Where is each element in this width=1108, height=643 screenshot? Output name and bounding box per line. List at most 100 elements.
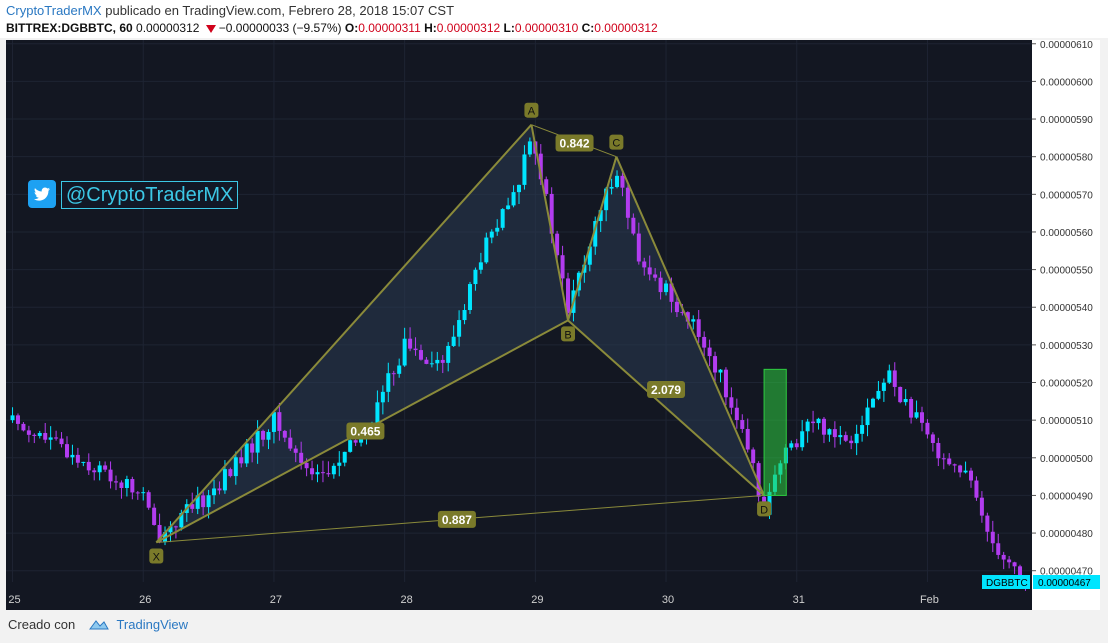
candle-body (620, 175, 625, 188)
candle-body (664, 283, 669, 293)
candle-body (43, 432, 48, 440)
candle-body (865, 407, 870, 426)
candle-body (756, 463, 761, 497)
pattern-point-badge (561, 326, 576, 342)
down-arrow-icon (205, 24, 216, 33)
author-link[interactable]: CryptoTraderMX (6, 3, 102, 18)
symbol-label: BITTREX:DGBBTC, 60 (6, 21, 133, 35)
candle-body (424, 359, 429, 364)
candle-body (37, 432, 42, 436)
candle-body (271, 412, 276, 432)
price-chart[interactable]: 0.00000470 0.00000480 0.00000490 0.00000500… (6, 40, 1100, 610)
candle-body (696, 319, 701, 337)
candle-body (446, 345, 451, 363)
ratio-label: 0.842 (560, 137, 590, 151)
candle-body (745, 428, 750, 450)
tradingview-link[interactable]: TradingView (116, 617, 189, 632)
candle-body (990, 531, 995, 544)
candle-body (740, 420, 745, 429)
candle-body (26, 430, 31, 435)
pattern-line (567, 156, 618, 321)
x-tick-label: 29 (531, 594, 543, 606)
low-value: 0.00000310 (514, 21, 579, 35)
candle-body (261, 430, 266, 440)
last-price-label: 0.00000467 (1038, 578, 1091, 589)
candle-body (391, 373, 396, 375)
candle-body (958, 465, 963, 473)
candle-body (233, 457, 238, 477)
pattern-point-label: A (528, 106, 536, 118)
candle-body (54, 437, 59, 439)
candle-body (870, 398, 875, 408)
y-tick-label: 0.00000600 (1040, 77, 1093, 88)
open-label: O: (344, 21, 359, 35)
candle-body (974, 480, 979, 498)
candle-body (59, 438, 64, 445)
pattern-point-label: B (564, 329, 571, 341)
candle-body (914, 412, 919, 418)
y-tick-label: 0.00000520 (1040, 379, 1093, 390)
candle-body (500, 209, 505, 228)
candle-body (320, 472, 325, 474)
candle-body (555, 233, 560, 256)
candle-body (15, 415, 20, 424)
candle-body (919, 412, 924, 423)
candle-body (114, 481, 119, 483)
y-tick-label: 0.00000500 (1040, 454, 1093, 465)
candle-body (680, 312, 685, 314)
candle-body (353, 440, 358, 443)
pattern-point-label: D (760, 504, 768, 516)
close-value: 0.00000312 (594, 21, 658, 35)
candle-body (152, 507, 157, 525)
candle-body (135, 492, 140, 494)
candle-body (517, 184, 521, 193)
candle-body (1007, 559, 1012, 563)
candle-body (1018, 566, 1023, 579)
candle-body (636, 233, 641, 262)
candle-body (397, 365, 402, 374)
candle-body (930, 434, 935, 443)
candle-body (631, 217, 636, 234)
candle-body (1012, 562, 1017, 567)
target-zone-box (763, 368, 787, 496)
publish-line: CryptoTraderMX publicado en TradingView.… (6, 3, 454, 18)
y-tick-label: 0.00000590 (1040, 115, 1093, 126)
candle-body (277, 412, 282, 431)
high-label: H: (424, 21, 437, 35)
symbol-marker (982, 575, 1030, 589)
last-price-marker (1033, 575, 1100, 589)
y-tick-label: 0.00000570 (1040, 190, 1093, 201)
candle-body (625, 187, 630, 218)
candle-body (299, 452, 304, 463)
candle-body (408, 338, 413, 349)
candle-body (413, 348, 418, 351)
y-tick-label: 0.00000610 (1040, 40, 1093, 51)
ratio-badge (555, 134, 594, 152)
y-tick-label: 0.00000480 (1040, 529, 1093, 540)
time-axis-panel (6, 582, 1032, 610)
candle-body (130, 479, 135, 493)
created-with-text: Creado con (8, 617, 76, 632)
candle-body (92, 470, 97, 473)
candle-body (789, 443, 794, 448)
candle-body (195, 495, 200, 509)
candle-body (48, 437, 53, 440)
candle-body (255, 430, 260, 453)
candle-body (462, 310, 467, 321)
ratio-badge (346, 422, 385, 440)
ratio-label: 2.079 (651, 383, 681, 397)
candle-body (615, 175, 620, 187)
twitter-handle: @CryptoTraderMX (61, 181, 239, 209)
pattern-bcd-fill (568, 156, 765, 496)
footer: Creado con TradingView (8, 617, 188, 634)
close-label: C: (581, 21, 595, 35)
candle-body (985, 515, 990, 532)
ohlc-line: BITTREX:DGBBTC, 60 0.00000312 −0.0000003… (6, 21, 658, 35)
candle-body (21, 423, 26, 431)
candle-body (429, 363, 434, 365)
candle-body (598, 210, 603, 222)
candle-body (451, 336, 456, 346)
x-tick-label: 25 (8, 594, 20, 606)
candle-body (832, 429, 837, 438)
candle-body (141, 492, 146, 494)
